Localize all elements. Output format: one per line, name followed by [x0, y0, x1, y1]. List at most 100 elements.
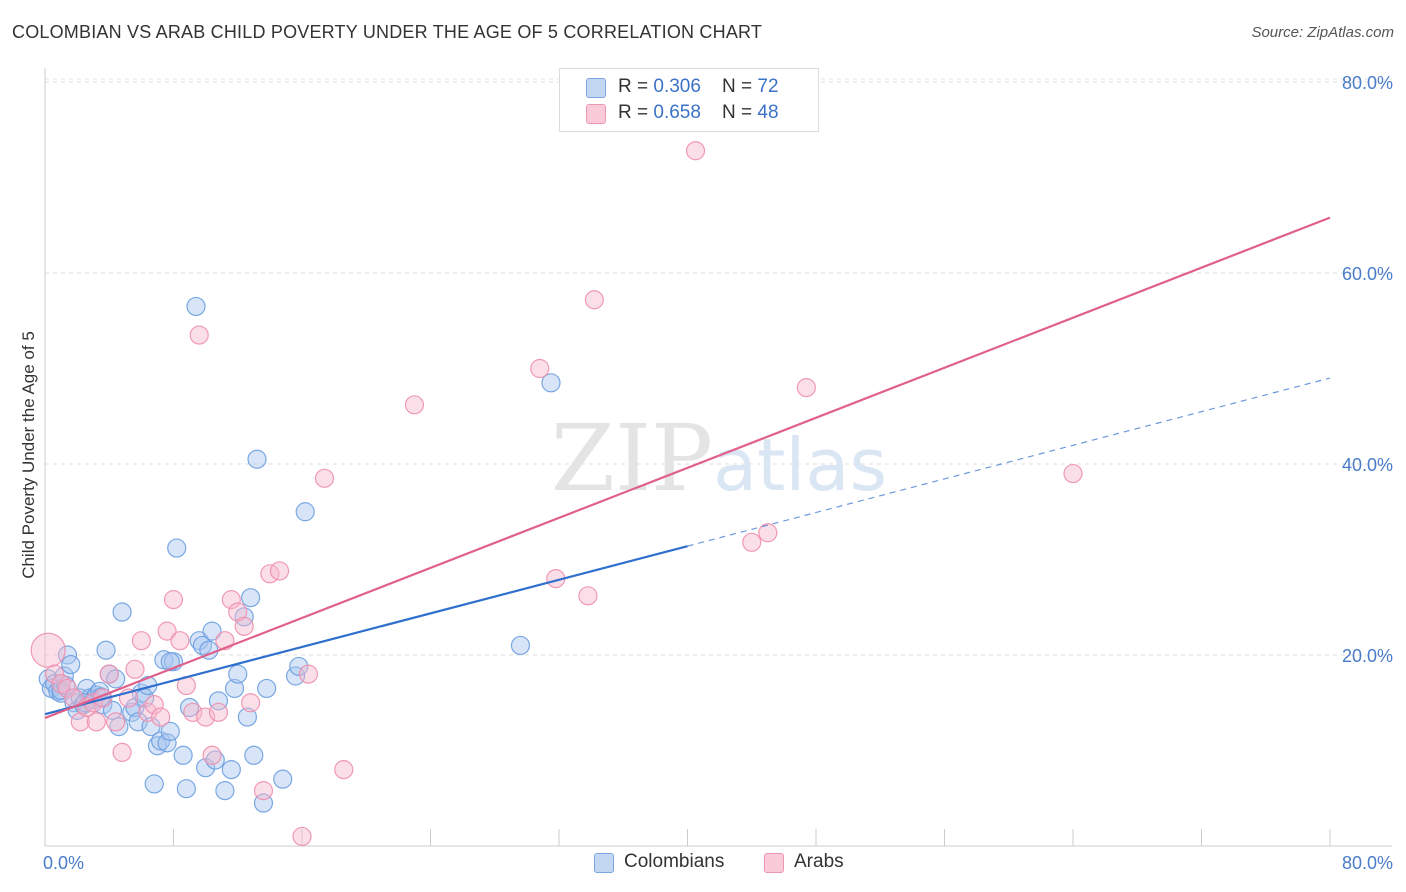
point-colombians-51 [221, 759, 241, 780]
y-axis-label: Child Poverty Under the Age of 5 [19, 331, 38, 579]
point-arabs-49 [1063, 463, 1083, 484]
point-arabs-46 [758, 523, 778, 543]
legend-swatch-arabs [586, 104, 606, 124]
y-tick-label-40: 40.0% [1342, 455, 1393, 475]
point-colombians-31 [144, 774, 164, 794]
legend-r-label: R = [618, 102, 654, 123]
point-colombians-35 [157, 733, 177, 753]
point-arabs-14 [125, 659, 145, 679]
chart-title: COLOMBIAN VS ARAB CHILD POVERTY UNDER TH… [12, 22, 763, 42]
axes [44, 68, 1392, 847]
point-arabs-12 [112, 742, 132, 763]
tick-labels: 20.0% 40.0% 60.0% 80.0% 0.0% 80.0% [43, 73, 1393, 873]
point-arabs-45 [742, 532, 762, 552]
point-arabs-37 [298, 664, 319, 684]
point-arabs-5 [70, 712, 90, 732]
point-colombians-36 [160, 721, 180, 742]
watermark: ZIP atlas [551, 405, 887, 512]
point-arabs-36 [292, 826, 312, 847]
legend-n-value: 48 [757, 102, 779, 123]
legend-n-value: 72 [757, 76, 779, 97]
point-arabs-19 [157, 621, 177, 641]
point-colombians-56 [241, 588, 261, 608]
point-colombians-71 [160, 652, 180, 672]
point-arabs-21 [170, 631, 190, 651]
point-colombians-45 [196, 758, 216, 778]
point-arabs-27 [208, 702, 229, 722]
point-colombians-55 [237, 707, 257, 727]
point-colombians-38 [167, 538, 187, 558]
point-arabs-26 [202, 745, 222, 765]
point-colombians-58 [247, 449, 267, 469]
series-colombians [38, 296, 561, 813]
legend-r-value: 0.306 [653, 76, 701, 97]
point-arabs-32 [241, 693, 261, 713]
point-arabs-40 [404, 395, 425, 415]
point-arabs-11 [106, 712, 126, 732]
legend-box: R = 0.306 N = 72 R = 0.658 N = 48 [559, 68, 819, 132]
point-arabs-39 [334, 759, 354, 780]
point-arabs-8 [86, 712, 107, 732]
point-arabs-44 [578, 586, 598, 606]
point-arabs-23 [183, 702, 203, 722]
point-arabs-48 [685, 141, 706, 161]
y-tick-label-60: 60.0% [1342, 264, 1393, 284]
point-colombians-50 [215, 781, 235, 801]
watermark-atlas: atlas [713, 423, 887, 507]
point-colombians-42 [186, 296, 206, 317]
point-arabs-29 [221, 590, 241, 610]
point-colombians-63 [289, 656, 309, 677]
grid-lines [45, 78, 1392, 656]
legend-swatch-colombians [586, 78, 606, 98]
series-arabs [30, 141, 1083, 847]
point-colombians-57 [244, 745, 264, 765]
bottom-legend-label-arabs: Arabs [794, 851, 844, 872]
trend-line-colombians-extension [687, 377, 1331, 547]
legend-n-label: N = [722, 76, 758, 97]
point-arabs-43 [584, 290, 604, 310]
point-colombians-52 [224, 678, 245, 699]
point-arabs-41 [530, 358, 550, 379]
trend-line-colombians [44, 545, 688, 716]
watermark-zip: ZIP [551, 405, 713, 512]
point-arabs-25 [196, 707, 216, 727]
y-tick-label-80: 80.0% [1342, 73, 1393, 93]
legend-r-label: R = [618, 76, 654, 97]
bottom-legend-label-colombians: Colombians [624, 851, 725, 872]
point-arabs-1 [45, 664, 65, 684]
point-arabs-47 [796, 378, 816, 398]
x-tick-label-max: 80.0% [1342, 853, 1393, 873]
point-arabs-33 [253, 781, 274, 801]
x-tick-label-min: 0.0% [43, 853, 84, 873]
trend-line-arabs [44, 216, 1331, 720]
trend-lines [44, 216, 1331, 720]
point-colombians-65 [510, 635, 531, 656]
point-arabs-31 [234, 616, 254, 636]
point-colombians-7 [61, 654, 81, 675]
point-arabs-0 [30, 632, 66, 668]
point-colombians-49 [208, 691, 229, 711]
point-arabs-3 [57, 678, 78, 699]
point-arabs-18 [151, 707, 171, 727]
point-colombians-40 [176, 779, 196, 799]
point-colombians-23 [112, 602, 132, 622]
point-arabs-15 [131, 631, 151, 651]
bottom-legend-swatch-arabs [764, 853, 784, 873]
y-tick-label-20: 20.0% [1342, 646, 1393, 666]
source-label: Source: ZipAtlas.com [1251, 24, 1394, 41]
point-arabs-20 [163, 590, 184, 610]
point-arabs-16 [138, 702, 158, 722]
point-colombians-47 [202, 621, 222, 641]
point-arabs-24 [189, 325, 209, 345]
point-colombians-39 [173, 745, 193, 765]
legend-r-value: 0.658 [653, 102, 701, 123]
point-colombians-61 [273, 769, 293, 789]
point-colombians-53 [228, 664, 248, 684]
point-arabs-38 [314, 468, 335, 488]
point-colombians-64 [295, 502, 315, 522]
point-arabs-30 [228, 602, 248, 622]
point-colombians-18 [96, 640, 116, 660]
legend-n-label: N = [722, 102, 758, 123]
point-arabs-10 [99, 664, 119, 684]
